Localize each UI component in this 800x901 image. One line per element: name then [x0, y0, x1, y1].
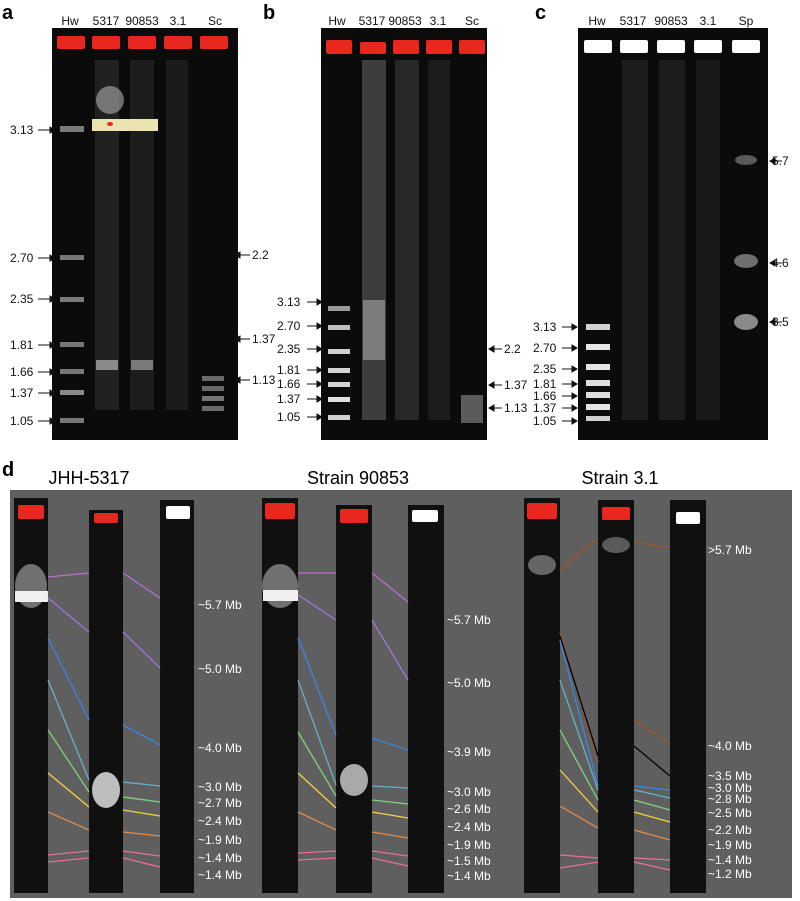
marker-c-right-2: 3.5: [772, 315, 789, 329]
marker-b-left-4: 1.66: [277, 377, 301, 391]
marker-a-left-3: 1.81: [10, 338, 34, 352]
gel-strip-d2-sp: [408, 505, 444, 893]
lane-header-c-2: 90853: [654, 14, 688, 28]
lane-header-c-3: 3.1: [699, 14, 717, 28]
size-label-g2-3: ~3.0 Mb: [447, 785, 491, 799]
size-label-g1-0: ~5.7 Mb: [198, 598, 242, 612]
marker-c-left-2: 2.35: [533, 362, 557, 376]
marker-a-left-1: 2.70: [10, 251, 34, 265]
size-label-g1-5: ~2.4 Mb: [198, 814, 242, 828]
panel-label-b: b: [263, 2, 276, 24]
marker-b-left-5: 1.37: [277, 392, 301, 406]
size-label-g1-6: ~1.9 Mb: [198, 833, 242, 847]
size-label-g3-2: ~3.5 Mb: [708, 769, 752, 783]
size-label-g2-0: ~5.7 Mb: [447, 613, 491, 627]
size-label-g1-1: ~5.0 Mb: [198, 662, 242, 676]
lane-header-b-4: Sc: [464, 14, 480, 28]
marker-b-right-1: 1.37: [504, 378, 528, 392]
marker-b-left-0: 3.13: [277, 295, 301, 309]
marker-a-left-0: 3.13: [10, 123, 34, 137]
lane-header-b-1: 5317: [358, 14, 386, 28]
marker-a-left-4: 1.66: [10, 365, 34, 379]
lane-header-a-1: 5317: [92, 14, 120, 28]
size-label-g3-4: ~2.8 Mb: [708, 792, 752, 806]
marker-b-right-2: 1.13: [504, 401, 528, 415]
marker-a-right-1: 1.37: [252, 332, 276, 346]
marker-c-right-0: 5.7: [772, 154, 789, 168]
lane-header-c-4: Sp: [738, 14, 754, 28]
group-title-strain-3-1: Strain 3.1: [581, 468, 659, 488]
lane-header-a-4: Sc: [207, 14, 223, 28]
size-label-g2-2: ~3.9 Mb: [447, 745, 491, 759]
lane-header-c-1: 5317: [619, 14, 647, 28]
marker-b-right-0: 2.2: [504, 342, 521, 356]
marker-a-left-6: 1.05: [10, 414, 34, 428]
size-label-g1-4: ~2.7 Mb: [198, 796, 242, 810]
lane-header-b-3: 3.1: [429, 14, 447, 28]
marker-b-left-2: 2.35: [277, 342, 301, 356]
marker-c-left-3: 1.81: [533, 377, 557, 391]
gel-strip-d3-sample: [598, 500, 634, 893]
marker-b-left-3: 1.81: [277, 363, 301, 377]
group-title-strain-90853: Strain 90853: [306, 468, 410, 488]
lane-header-b-0: Hw: [328, 14, 346, 28]
gel-strip-d3-sp: [670, 500, 706, 893]
size-label-g2-6: ~1.9 Mb: [447, 838, 491, 852]
gel-strip-d1-sp: [160, 500, 194, 893]
size-label-g1-2: ~4.0 Mb: [198, 741, 242, 755]
marker-c-right-1: 4.6: [772, 256, 789, 270]
marker-c-left-6: 1.05: [533, 414, 557, 428]
size-label-g2-4: ~2.6 Mb: [447, 802, 491, 816]
panel-label-a: a: [2, 2, 14, 24]
size-label-g3-0: >5.7 Mb: [708, 543, 752, 557]
lane-header-b-2: 90853: [388, 14, 422, 28]
marker-b-left-6: 1.05: [277, 410, 301, 424]
size-label-g3-7: ~1.9 Mb: [708, 838, 752, 852]
group-title-jhh-5317: JHH-5317: [48, 468, 130, 488]
panel-d-background: [10, 490, 792, 898]
marker-a-left-2: 2.35: [10, 292, 34, 306]
marker-c-left-5: 1.37: [533, 401, 557, 415]
size-label-g3-6: ~2.2 Mb: [708, 823, 752, 837]
panel-label-c: c: [535, 2, 547, 24]
marker-c-left-0: 3.13: [533, 320, 557, 334]
size-label-g3-9: ~1.2 Mb: [708, 867, 752, 881]
size-label-g2-1: ~5.0 Mb: [447, 676, 491, 690]
marker-c-left-4: 1.66: [533, 389, 557, 403]
gel-strip-d2-sample: [336, 505, 372, 893]
size-label-g2-7: ~1.5 Mb: [447, 854, 491, 868]
marker-a-left-5: 1.37: [10, 386, 34, 400]
marker-b-left-1: 2.70: [277, 319, 301, 333]
lane-header-a-0: Hw: [61, 14, 79, 28]
size-label-g1-3: ~3.0 Mb: [198, 780, 242, 794]
size-label-g3-8: ~1.4 Mb: [708, 853, 752, 867]
lane-header-a-2: 90853: [125, 14, 159, 28]
gel-strip-d1-sample: [89, 510, 123, 893]
size-label-g3-3: ~3.0 Mb: [708, 781, 752, 795]
gel-strip-d1-hw: [14, 498, 48, 893]
size-label-g2-8: ~1.4 Mb: [447, 869, 491, 883]
panel-label-d: d: [2, 459, 15, 481]
gel-strip-d2-hw: [262, 498, 298, 893]
size-label-g1-7: ~1.4 Mb: [198, 851, 242, 865]
size-label-g1-8: ~1.4 Mb: [198, 868, 242, 882]
size-label-g3-5: ~2.5 Mb: [708, 806, 752, 820]
size-label-g3-1: ~4.0 Mb: [708, 739, 752, 753]
marker-a-right-2: 1.13: [252, 373, 276, 387]
marker-c-left-1: 2.70: [533, 341, 557, 355]
lane-header-a-3: 3.1: [169, 14, 187, 28]
lane-header-c-0: Hw: [588, 14, 606, 28]
gel-image-c: [578, 28, 768, 440]
marker-a-right-0: 2.2: [252, 248, 269, 262]
size-label-g2-5: ~2.4 Mb: [447, 820, 491, 834]
